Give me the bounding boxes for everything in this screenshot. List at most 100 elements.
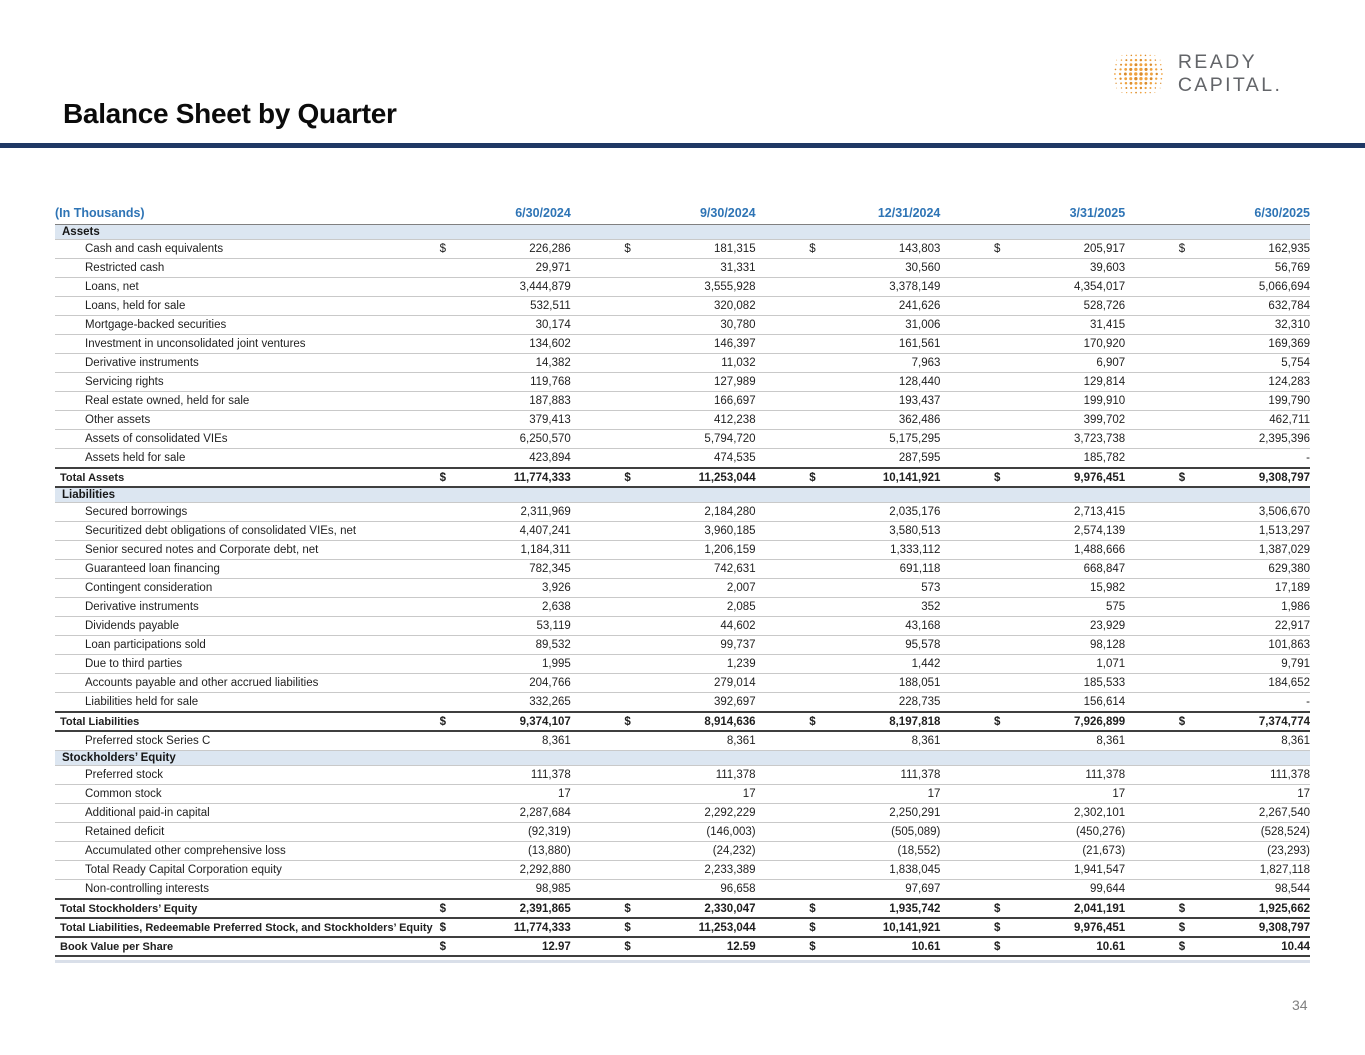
dollar-sign [940, 803, 1001, 823]
value-cell: 43,168 [815, 616, 941, 636]
dollar-sign [940, 784, 1001, 804]
value-cell: 2,311,969 [446, 502, 571, 522]
page-title: Balance Sheet by Quarter [63, 98, 397, 129]
dollar-sign [940, 559, 1001, 579]
section-row: Liabilities [55, 486, 1310, 503]
value-cell: 9,976,451 [1000, 467, 1126, 488]
value-cell: 9,374,107 [446, 711, 571, 732]
value-cell: 332,265 [446, 692, 571, 713]
value-cell: 2,330,047 [630, 898, 756, 919]
dollar-sign: $ [570, 917, 631, 938]
value-cell: 5,066,694 [1185, 277, 1310, 297]
value-cell: 691,118 [815, 559, 941, 579]
dollar-sign [386, 540, 446, 560]
value-cell: 156,614 [1000, 692, 1126, 713]
value-cell: 1,513,297 [1185, 521, 1310, 541]
value-cell: 362,486 [815, 410, 941, 430]
value-cell: 11,253,044 [630, 467, 756, 488]
dollar-sign [1125, 803, 1186, 823]
dollar-sign [386, 372, 446, 392]
dollar-sign: $ [940, 711, 1001, 732]
value-cell: (21,673) [1000, 841, 1126, 861]
value-cell: 8,361 [815, 731, 941, 751]
dollar-sign: $ [755, 917, 816, 938]
value-cell: 1,333,112 [815, 540, 941, 560]
value-cell: 1,941,547 [1000, 860, 1126, 880]
table-row: Secured borrowings 2,311,969 2,184,280 2,03… [55, 502, 1310, 522]
dollar-sign [940, 277, 1001, 297]
value-cell: 111,378 [815, 765, 941, 785]
dollar-sign [940, 315, 1001, 335]
value-cell: 632,784 [1185, 296, 1310, 316]
value-cell: 17 [815, 784, 941, 804]
value-cell: 1,442 [815, 654, 941, 674]
table-row: Cash and cash equivalents $226,286 $181,31… [55, 239, 1310, 259]
dollar-sign [386, 502, 446, 522]
value-cell: 10.61 [815, 936, 941, 957]
value-cell: 10.61 [1000, 936, 1126, 957]
value-cell: 462,711 [1185, 410, 1310, 430]
value-cell: 1,206,159 [630, 540, 756, 560]
value-cell: 162,935 [1185, 239, 1310, 259]
value-cell: 4,407,241 [446, 521, 571, 541]
dollar-sign [570, 353, 631, 373]
dollar-sign [1125, 277, 1186, 297]
dollar-sign: $ [755, 711, 816, 732]
value-cell: (146,003) [630, 822, 756, 842]
value-cell: 528,726 [1000, 296, 1126, 316]
row-label: Retained deficit [55, 822, 386, 842]
dollar-sign [755, 448, 816, 469]
value-cell: 31,006 [815, 315, 941, 335]
value-cell: 2,292,229 [630, 803, 756, 823]
value-cell: 17 [446, 784, 571, 804]
dollar-sign: $ [570, 711, 631, 732]
dollar-sign [1125, 841, 1186, 861]
value-cell: 31,415 [1000, 315, 1126, 335]
dollar-sign [1125, 731, 1186, 751]
value-cell: 29,971 [446, 258, 571, 278]
value-cell: 6,907 [1000, 353, 1126, 373]
value-cell: 1,935,742 [815, 898, 941, 919]
value-cell: 399,702 [1000, 410, 1126, 430]
table-row: Non-controlling interests 98,985 96,658 97,… [55, 879, 1310, 900]
row-label: Derivative instruments [55, 597, 386, 617]
dollar-sign: $ [386, 898, 446, 919]
dollar-sign [1125, 765, 1186, 785]
dollar-sign [1125, 578, 1186, 598]
value-cell: 2,574,139 [1000, 521, 1126, 541]
row-label: Preferred stock Series C [55, 731, 386, 751]
dollar-sign [570, 803, 631, 823]
table-row: Assets held for sale 423,894 474,535 287,59… [55, 448, 1310, 469]
row-label: Securitized debt obligations of consolid… [55, 521, 386, 541]
value-cell: 31,331 [630, 258, 756, 278]
dollar-sign [386, 410, 446, 430]
section-row: Assets [55, 224, 1310, 240]
value-cell: 3,723,738 [1000, 429, 1126, 449]
value-cell: 12.97 [446, 936, 571, 957]
dollar-sign [386, 258, 446, 278]
table-row: Investment in unconsolidated joint ventu… [55, 334, 1310, 354]
value-cell: 1,488,666 [1000, 540, 1126, 560]
dollar-sign [1125, 654, 1186, 674]
value-cell: 15,982 [1000, 578, 1126, 598]
dollar-sign [570, 692, 631, 713]
value-cell: 53,119 [446, 616, 571, 636]
table-row: Preferred stock 111,378 111,378 111,378 111,… [55, 765, 1310, 785]
dollar-sign [1125, 597, 1186, 617]
dollar-sign [755, 410, 816, 430]
row-label: Total Liabilities [55, 711, 386, 732]
value-cell: 2,713,415 [1000, 502, 1126, 522]
ready-capital-logo: READY CAPITAL. [1110, 51, 1365, 96]
value-cell: 1,827,118 [1185, 860, 1310, 880]
value-cell: 2,007 [630, 578, 756, 598]
dollar-sign [1125, 784, 1186, 804]
column-header: 3/31/2025 [1069, 206, 1126, 220]
dollar-sign: $ [755, 936, 816, 957]
dollar-sign [386, 353, 446, 373]
dollar-sign [570, 391, 631, 411]
dollar-sign [940, 822, 1001, 842]
value-cell: 9,308,797 [1185, 917, 1310, 938]
value-cell: 129,814 [1000, 372, 1126, 392]
dollar-sign [755, 731, 816, 751]
row-label: Loans, held for sale [55, 296, 386, 316]
